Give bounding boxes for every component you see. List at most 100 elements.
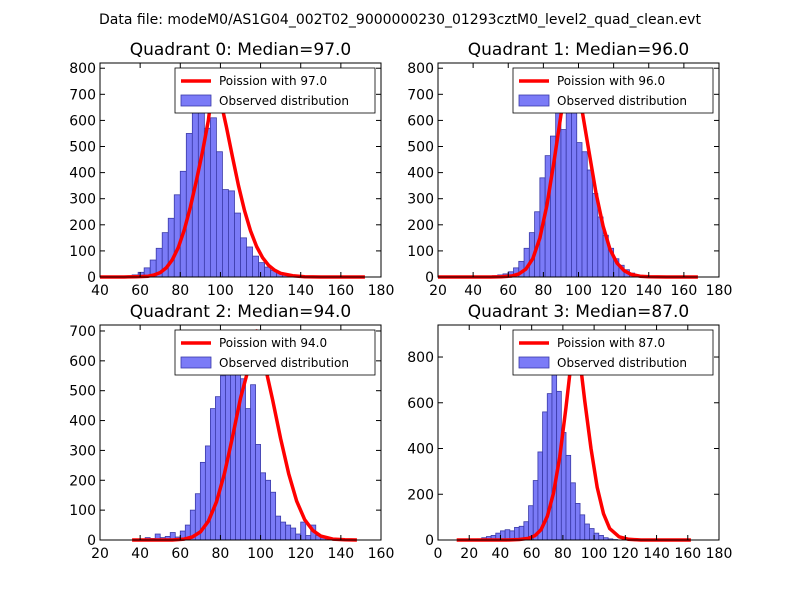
histogram-bar [215, 396, 221, 541]
histogram-bar [240, 237, 247, 278]
y-tick-label: 200 [407, 487, 434, 503]
histogram-bar [173, 194, 181, 278]
y-tick-label: 0 [87, 270, 96, 286]
histogram-bar [593, 532, 600, 541]
histogram-bar [560, 129, 567, 278]
x-tick-label: 180 [368, 283, 395, 299]
axes-frame [99, 62, 382, 278]
histogram-bar [209, 408, 216, 541]
histogram-bar [260, 472, 266, 541]
x-tick-label: 120 [600, 283, 627, 299]
x-tick-label: 160 [674, 546, 701, 562]
x-tick-label: 100 [565, 283, 592, 299]
legend-line-label: Poission with 94.0 [219, 336, 327, 350]
histogram-bar [222, 189, 229, 278]
y-tick-label: 600 [407, 113, 434, 129]
y-tick-label: 0 [425, 533, 434, 549]
y-tick-label: 200 [407, 218, 434, 234]
legend-bar-swatch [518, 356, 550, 369]
y-tick-label: 800 [69, 61, 96, 77]
x-tick-label: 120 [287, 546, 314, 562]
histogram-bar [565, 454, 572, 541]
histogram-bar [228, 190, 235, 278]
x-tick-label: 20 [460, 546, 478, 562]
x-tick-label: 140 [287, 283, 314, 299]
x-tick-label: 80 [212, 546, 230, 562]
histogram-bar [576, 142, 583, 278]
legend-bar-label: Observed distribution [557, 356, 687, 370]
y-tick-label: 400 [69, 166, 96, 182]
histogram-bar [574, 503, 581, 541]
x-tick-label: 120 [247, 283, 274, 299]
y-tick-label: 100 [69, 503, 96, 519]
quadrant-0-panel: Quadrant 0: Median=97.0 40 60 80 100 120 140 16… [69, 40, 394, 299]
x-tick-label: 160 [327, 283, 354, 299]
x-tick-label: 180 [706, 546, 733, 562]
x-tick-label: 0 [434, 546, 443, 562]
histogram-bar [586, 169, 593, 278]
legend-line-label: Poission with 96.0 [557, 74, 665, 88]
histogram-bar [209, 117, 217, 278]
y-tick-label: 600 [69, 113, 96, 129]
histogram-bar [290, 527, 297, 541]
quadrant-2-panel: Quadrant 2: Median=94.0 20 40 60 80 100 120 140… [69, 302, 394, 562]
histogram-bar [245, 408, 251, 541]
histogram-bar [584, 523, 590, 541]
axes-frame [99, 324, 382, 541]
legend: Poission with 87.0 Observed distribution [512, 329, 714, 376]
histogram-bar [255, 444, 261, 541]
quadrant-1-panel: Quadrant 1: Median=96.0 20 40 60 80 100 120 140… [407, 40, 732, 299]
y-tick-label: 100 [407, 244, 434, 260]
histogram-bar [216, 151, 223, 278]
y-tick-label: 300 [407, 192, 434, 208]
legend-bar-label: Observed distribution [557, 94, 687, 108]
histogram-bar [265, 479, 272, 541]
y-tick-label: 100 [69, 244, 96, 260]
x-tick-label: 160 [671, 283, 698, 299]
histogram-bar [197, 92, 205, 278]
y-tick-label: 800 [407, 61, 434, 77]
quadrant-3-panel: Quadrant 3: Median=87.0 0 20 40 60 80 100 120 14… [407, 302, 732, 562]
y-tick-label: 200 [69, 218, 96, 234]
x-tick-label: 180 [706, 283, 733, 299]
histogram-bar [264, 266, 272, 278]
x-tick-label: 60 [523, 546, 541, 562]
x-tick-label: 80 [554, 546, 572, 562]
histogram-bar [581, 151, 588, 278]
y-tick-label: 400 [407, 442, 434, 458]
figure-title: Data file: modeM0/AS1G04_002T02_90000002… [99, 12, 701, 28]
x-tick-label: 80 [534, 283, 552, 299]
y-tick-label: 400 [407, 166, 434, 182]
histogram-bar [295, 533, 302, 541]
histogram-bar [220, 375, 226, 541]
histogram-bar [235, 348, 241, 541]
quadrant-0-title: Quadrant 0: Median=97.0 [130, 40, 352, 60]
x-tick-label: 160 [368, 546, 395, 562]
x-tick-label: 100 [207, 283, 234, 299]
y-tick-label: 200 [69, 473, 96, 489]
legend-bar-swatch [180, 356, 212, 369]
histogram-bar [305, 535, 312, 541]
x-tick-label: 140 [635, 283, 662, 299]
histogram-bar [275, 515, 282, 541]
y-tick-label: 500 [69, 384, 96, 400]
histogram-bar [246, 246, 253, 278]
x-tick-label: 60 [131, 283, 149, 299]
x-tick-label: 20 [91, 546, 109, 562]
axes-frame [437, 324, 720, 541]
x-tick-label: 20 [429, 283, 447, 299]
histogram-bar [285, 524, 292, 541]
histogram-bar [571, 106, 578, 278]
legend-bar-swatch [180, 94, 212, 107]
legend: Poission with 94.0 Observed distribution [174, 329, 376, 376]
histogram-bar [234, 212, 241, 278]
y-tick-label: 0 [425, 270, 434, 286]
legend-line-label: Poission with 87.0 [557, 336, 665, 350]
histogram-bar [300, 521, 307, 541]
x-tick-label: 40 [91, 283, 109, 299]
histogram-bar [250, 384, 256, 541]
y-tick-label: 600 [407, 396, 434, 412]
histogram-bar [579, 514, 586, 541]
x-tick-label: 40 [492, 546, 510, 562]
y-tick-label: 300 [69, 443, 96, 459]
